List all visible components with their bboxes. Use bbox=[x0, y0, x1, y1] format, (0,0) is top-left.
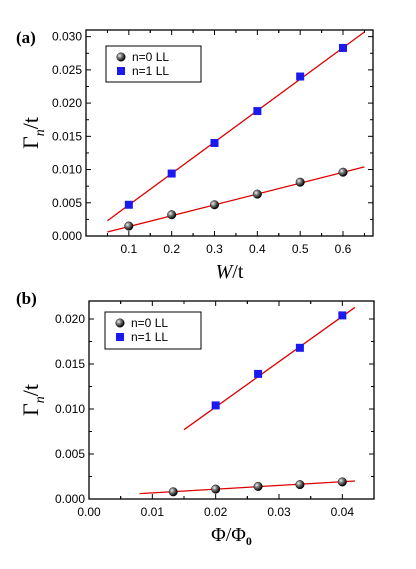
data-point-sphere bbox=[210, 200, 220, 210]
x-axis-label: W/t bbox=[216, 261, 244, 283]
y-tick-label: 0.020 bbox=[52, 96, 82, 110]
series-1 bbox=[211, 311, 347, 410]
data-point-sphere bbox=[253, 481, 263, 491]
x-tick-label: 0.01 bbox=[141, 505, 165, 519]
x-axis-label-main: W bbox=[216, 261, 235, 283]
y-tick-label: 0.015 bbox=[55, 357, 85, 371]
plot-frame bbox=[85, 29, 374, 237]
y-tick-label: 0.005 bbox=[52, 196, 82, 210]
legend-box bbox=[104, 311, 202, 350]
x-tick-label: 0.02 bbox=[204, 505, 228, 519]
fit-line-0 bbox=[107, 166, 365, 233]
x-tick-label: 0.03 bbox=[267, 505, 291, 519]
y-tick-label: 0.000 bbox=[55, 492, 85, 506]
data-point-sphere bbox=[124, 221, 134, 231]
panel-b: (b) 0.00 0.01 0.02 0.03 0.04 0.000 0.005 0.010 0.… bbox=[16, 289, 375, 548]
y-axis-label: Γn/t bbox=[18, 117, 48, 149]
y-axis-label: Γn/t bbox=[18, 384, 48, 416]
y-axis-label-rest: /t bbox=[18, 384, 43, 396]
data-point-square bbox=[167, 169, 176, 178]
x-axis-label-main: Φ/Φ bbox=[211, 524, 246, 546]
data-point-square bbox=[211, 401, 220, 410]
data-point-sphere bbox=[295, 177, 305, 187]
x-tick-label: 0.6 bbox=[335, 242, 352, 256]
y-tick-label: 0.020 bbox=[55, 312, 85, 326]
data-point-sphere bbox=[295, 480, 305, 490]
x-tick-label: 0.4 bbox=[249, 242, 266, 256]
panel-label: (a) bbox=[16, 28, 36, 47]
x-axis-label-sub: 0 bbox=[246, 534, 252, 548]
y-tick-label: 0.005 bbox=[55, 447, 85, 461]
legend-entry-label: n=1 LL bbox=[131, 330, 168, 344]
data-point-sphere bbox=[338, 167, 348, 177]
data-point-square bbox=[339, 43, 348, 52]
legend-marker-sphere bbox=[115, 318, 125, 328]
x-tick-label: 0.3 bbox=[206, 242, 223, 256]
y-tick-label: 0.010 bbox=[52, 163, 82, 177]
series-0 bbox=[168, 477, 347, 497]
legend-marker-square bbox=[117, 67, 125, 75]
legend: n=0 LLn=1 LL bbox=[104, 311, 202, 350]
panel-a: (a) 0.1 0.2 0.3 0.4 0.5 0.6 0.000 0.005 0.010 0.01… bbox=[16, 28, 374, 283]
fit-line-1 bbox=[107, 31, 365, 222]
y-axis-label-sub: n bbox=[33, 129, 48, 136]
legend-entry-label: n=0 LL bbox=[131, 316, 168, 330]
legend: n=0 LLn=1 LL bbox=[105, 45, 202, 83]
series-0 bbox=[124, 167, 348, 231]
y-tick-label: 0.030 bbox=[52, 30, 82, 44]
panel-label: (b) bbox=[16, 289, 37, 308]
y-axis-label-main: Γ bbox=[18, 403, 43, 416]
legend-entry-label: n=0 LL bbox=[132, 50, 169, 64]
legend-marker-sphere bbox=[116, 52, 126, 62]
data-point-square bbox=[124, 200, 133, 209]
y-axis-label-main: Γ bbox=[18, 136, 43, 149]
x-tick-label: 0.04 bbox=[331, 505, 355, 519]
x-tick-label: 0.1 bbox=[120, 242, 137, 256]
y-tick-label: 0.025 bbox=[52, 63, 82, 77]
x-tick-label: 0.2 bbox=[163, 242, 180, 256]
x-tick-label: 0.00 bbox=[77, 505, 101, 519]
y-tick-label: 0.015 bbox=[52, 129, 82, 143]
data-point-sphere bbox=[168, 487, 178, 497]
data-point-square bbox=[295, 343, 304, 352]
series-1 bbox=[124, 43, 348, 209]
y-axis-label-rest: /t bbox=[18, 117, 43, 129]
data-point-square bbox=[210, 138, 219, 147]
y-axis-label-sub: n bbox=[33, 396, 48, 403]
data-point-sphere bbox=[211, 484, 221, 494]
fit-line-1 bbox=[183, 306, 356, 431]
legend-marker-square bbox=[116, 333, 124, 341]
data-point-sphere bbox=[337, 477, 347, 487]
x-axis-label-rest: /t bbox=[232, 261, 244, 283]
data-point-square bbox=[338, 311, 347, 320]
x-tick-label: 0.5 bbox=[292, 242, 309, 256]
plot-frame bbox=[88, 300, 375, 500]
data-point-sphere bbox=[252, 189, 262, 199]
data-point-square bbox=[296, 72, 305, 81]
data-point-square bbox=[254, 369, 263, 378]
data-point-square bbox=[253, 107, 262, 116]
data-point-sphere bbox=[167, 210, 177, 220]
y-tick-label: 0.000 bbox=[52, 229, 82, 243]
y-tick-label: 0.010 bbox=[55, 402, 85, 416]
legend-entry-label: n=1 LL bbox=[132, 64, 169, 78]
legend-box bbox=[105, 45, 202, 83]
x-axis-label: Φ/Φ0 bbox=[211, 524, 252, 548]
